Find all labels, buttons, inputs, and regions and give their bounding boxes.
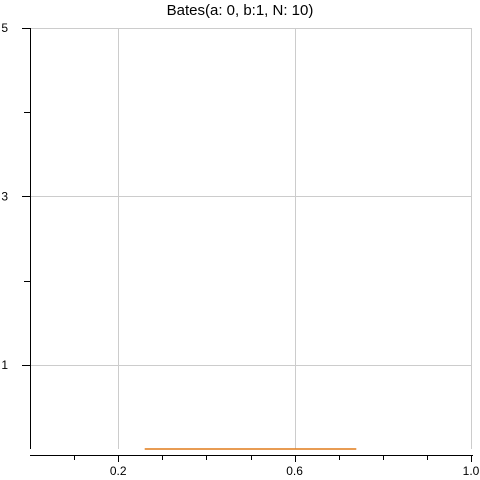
y-tick-label: 1 (1, 358, 8, 372)
grid (30, 28, 472, 449)
tick-labels: 0.2 0.6 1.0 1 3 5 (1, 21, 479, 478)
chart-title: Bates(a: 0, b:1, N: 10) (167, 2, 314, 19)
x-tick-label: 0.2 (110, 464, 127, 478)
axes (22, 28, 473, 462)
x-tick-label: 0.6 (286, 464, 303, 478)
x-tick-label: 1.0 (463, 464, 480, 478)
y-tick-label: 5 (1, 21, 8, 35)
y-tick-label: 3 (1, 189, 8, 203)
